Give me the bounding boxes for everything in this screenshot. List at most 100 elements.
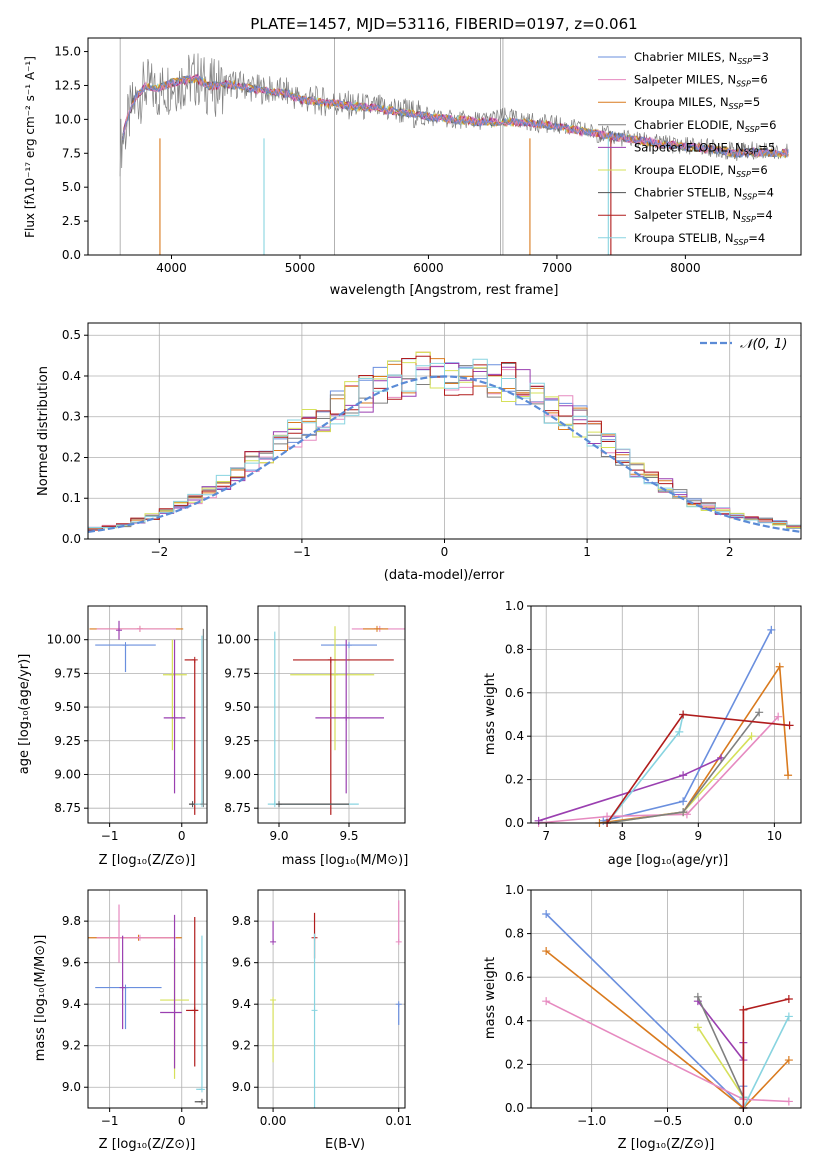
y-tick-label: 9.75 [224,666,251,680]
residuals-legend: 𝒩(0, 1) [700,337,787,352]
y-tick-label: 9.2 [232,1039,251,1053]
y-tick-label: 8.75 [224,801,251,815]
y-tick-label: 9.2 [62,1039,81,1053]
spectrum-xlabel: wavelength [Angstrom, rest frame] [330,283,559,298]
data-point-marker [171,1009,178,1016]
z-mass-points [88,904,205,1105]
data-point-marker [191,656,198,663]
weight-point-marker [775,662,784,671]
y-tick-label: 0.4 [62,369,81,383]
age-weight-grid [531,605,801,824]
weight-point-marker [784,995,793,1003]
data-point-marker [200,801,207,808]
ebv-mass-points [270,900,402,1108]
y-tick-label: 0.8 [505,927,524,941]
spectrum-legend: Chabrier MILES, NSSP=3 Salpeter MILES, NS… [598,50,776,247]
spectrum-panel: 4000 5000 6000 7000 8000 0.0 2.5 5.0 7.5 10.0 12.5… [23,37,802,298]
weight-point-marker [774,712,783,721]
weight-point-marker [784,1012,793,1021]
y-tick-label: 1.0 [505,599,524,613]
z-weight-xlabel: Z [log₁₀(Z/Z⊙)] [618,1137,715,1152]
legend-entry: Kroupa ELODIE, NSSP=6 [634,163,768,179]
spectrum-ylabel: Flux [fλ10⁻¹⁷ erg cm⁻² s⁻¹ A⁻¹] [23,56,37,238]
data-point-marker [276,801,282,808]
weight-point-marker [784,1056,793,1065]
y-tick-label: 0.6 [505,970,524,984]
x-tick-label: 6000 [413,261,444,275]
y-tick-label: 9.00 [224,767,251,781]
legend-entry: Salpeter STELIB, NSSP=4 [634,208,773,224]
weight-point-marker [542,909,551,918]
data-point-marker [136,625,143,632]
x-tick-label: 1 [583,545,591,559]
y-tick-label: 10.00 [47,633,81,647]
y-tick-label: 9.0 [62,1080,81,1094]
weight-point-marker [747,732,756,741]
weight-point-marker [739,1005,748,1014]
data-point-marker [343,714,350,721]
z-weight-ylabel: mass weight [483,957,498,1039]
z-weight-grid [531,889,801,1109]
weight-series-line [697,996,745,1098]
z-mass-ylabel: mass [log₁₀(M/M⊙)] [33,935,48,1062]
legend-entry: Salpeter ELODIE, NSSP=5 [634,140,775,156]
weight-point-marker [784,771,793,780]
data-point-marker [189,801,196,808]
ebv-mass-axes-frame [257,889,406,1109]
data-point-marker [395,938,402,945]
y-tick-label: 0.3 [62,410,81,424]
y-tick-label: 8.75 [54,801,81,815]
data-point-marker [136,934,143,941]
ebv-mass-panel: 0.00 0.01 9.0 9.2 9.4 9.6 9.8 E(B-V) [232,889,412,1152]
y-tick-label: 9.50 [54,700,81,714]
data-point-marker [119,984,126,991]
weight-point-marker [542,997,551,1006]
data-point-marker [332,671,338,678]
x-tick-label: −2 [150,545,168,559]
y-tick-label: 0.0 [62,532,81,546]
y-tick-label: 15.0 [54,45,81,59]
legend-entry: Kroupa STELIB, NSSP=4 [634,231,765,247]
weight-point-marker [542,947,551,956]
weight-point-marker [693,1023,702,1032]
weight-point-marker [675,727,684,736]
y-tick-label: 7.5 [62,146,81,160]
z-mass-grid [88,890,207,1108]
legend-entry: Chabrier ELODIE, NSSP=6 [634,118,776,134]
mass-age-grid [258,606,405,823]
y-tick-label: 10.00 [217,633,251,647]
y-tick-label: 0.5 [62,328,81,342]
y-tick-label: 0.0 [505,1101,524,1115]
x-tick-label: 9 [695,829,703,843]
y-tick-label: 0.8 [505,642,524,656]
age-weight-ylabel: mass weight [483,673,498,755]
legend-entry: Chabrier MILES, NSSP=3 [634,50,769,66]
y-tick-label: 0.4 [505,1014,524,1028]
y-tick-label: 9.50 [224,700,251,714]
weight-series-line [545,913,745,1110]
normal-curve [88,375,801,533]
x-tick-label: 0.0 [734,1114,753,1128]
z-age-xlabel: Z [log₁₀(Z/Z⊙)] [99,853,196,868]
residuals-xlabel: (data-model)/error [384,568,505,583]
x-tick-label: 0 [178,829,186,843]
model-spectrum-line [122,74,789,158]
data-point-marker [198,1098,205,1105]
y-tick-label: 9.6 [232,956,251,970]
z-age-ylabel: age [log₁₀(age/yr)] [17,654,32,775]
y-tick-label: 0.1 [62,491,81,505]
model-spectrum-line [122,74,789,159]
z-age-panel: −1 0 8.75 9.00 9.25 9.50 9.75 10.00 Z [log₁₀(Z/… [17,605,208,868]
y-tick-label: 9.8 [62,914,81,928]
y-tick-label: 0.6 [505,686,524,700]
data-point-marker [327,656,334,663]
residuals-panel: −2 −1 0 1 2 0.0 0.1 0.2 0.3 0.4 0.5 𝒩(0, 1) (data-… [36,322,802,583]
x-tick-label: 8 [618,829,626,843]
weight-point-marker [785,721,794,730]
data-point-marker [198,1086,205,1093]
y-tick-label: 10.0 [54,112,81,126]
y-tick-label: 5.0 [62,180,81,194]
y-tick-label: 9.6 [62,956,81,970]
z-mass-panel: −1 0 9.0 9.2 9.4 9.6 9.8 Z [log₁₀(Z/Z⊙)] mass … [33,889,208,1152]
y-tick-label: 9.4 [232,997,251,1011]
